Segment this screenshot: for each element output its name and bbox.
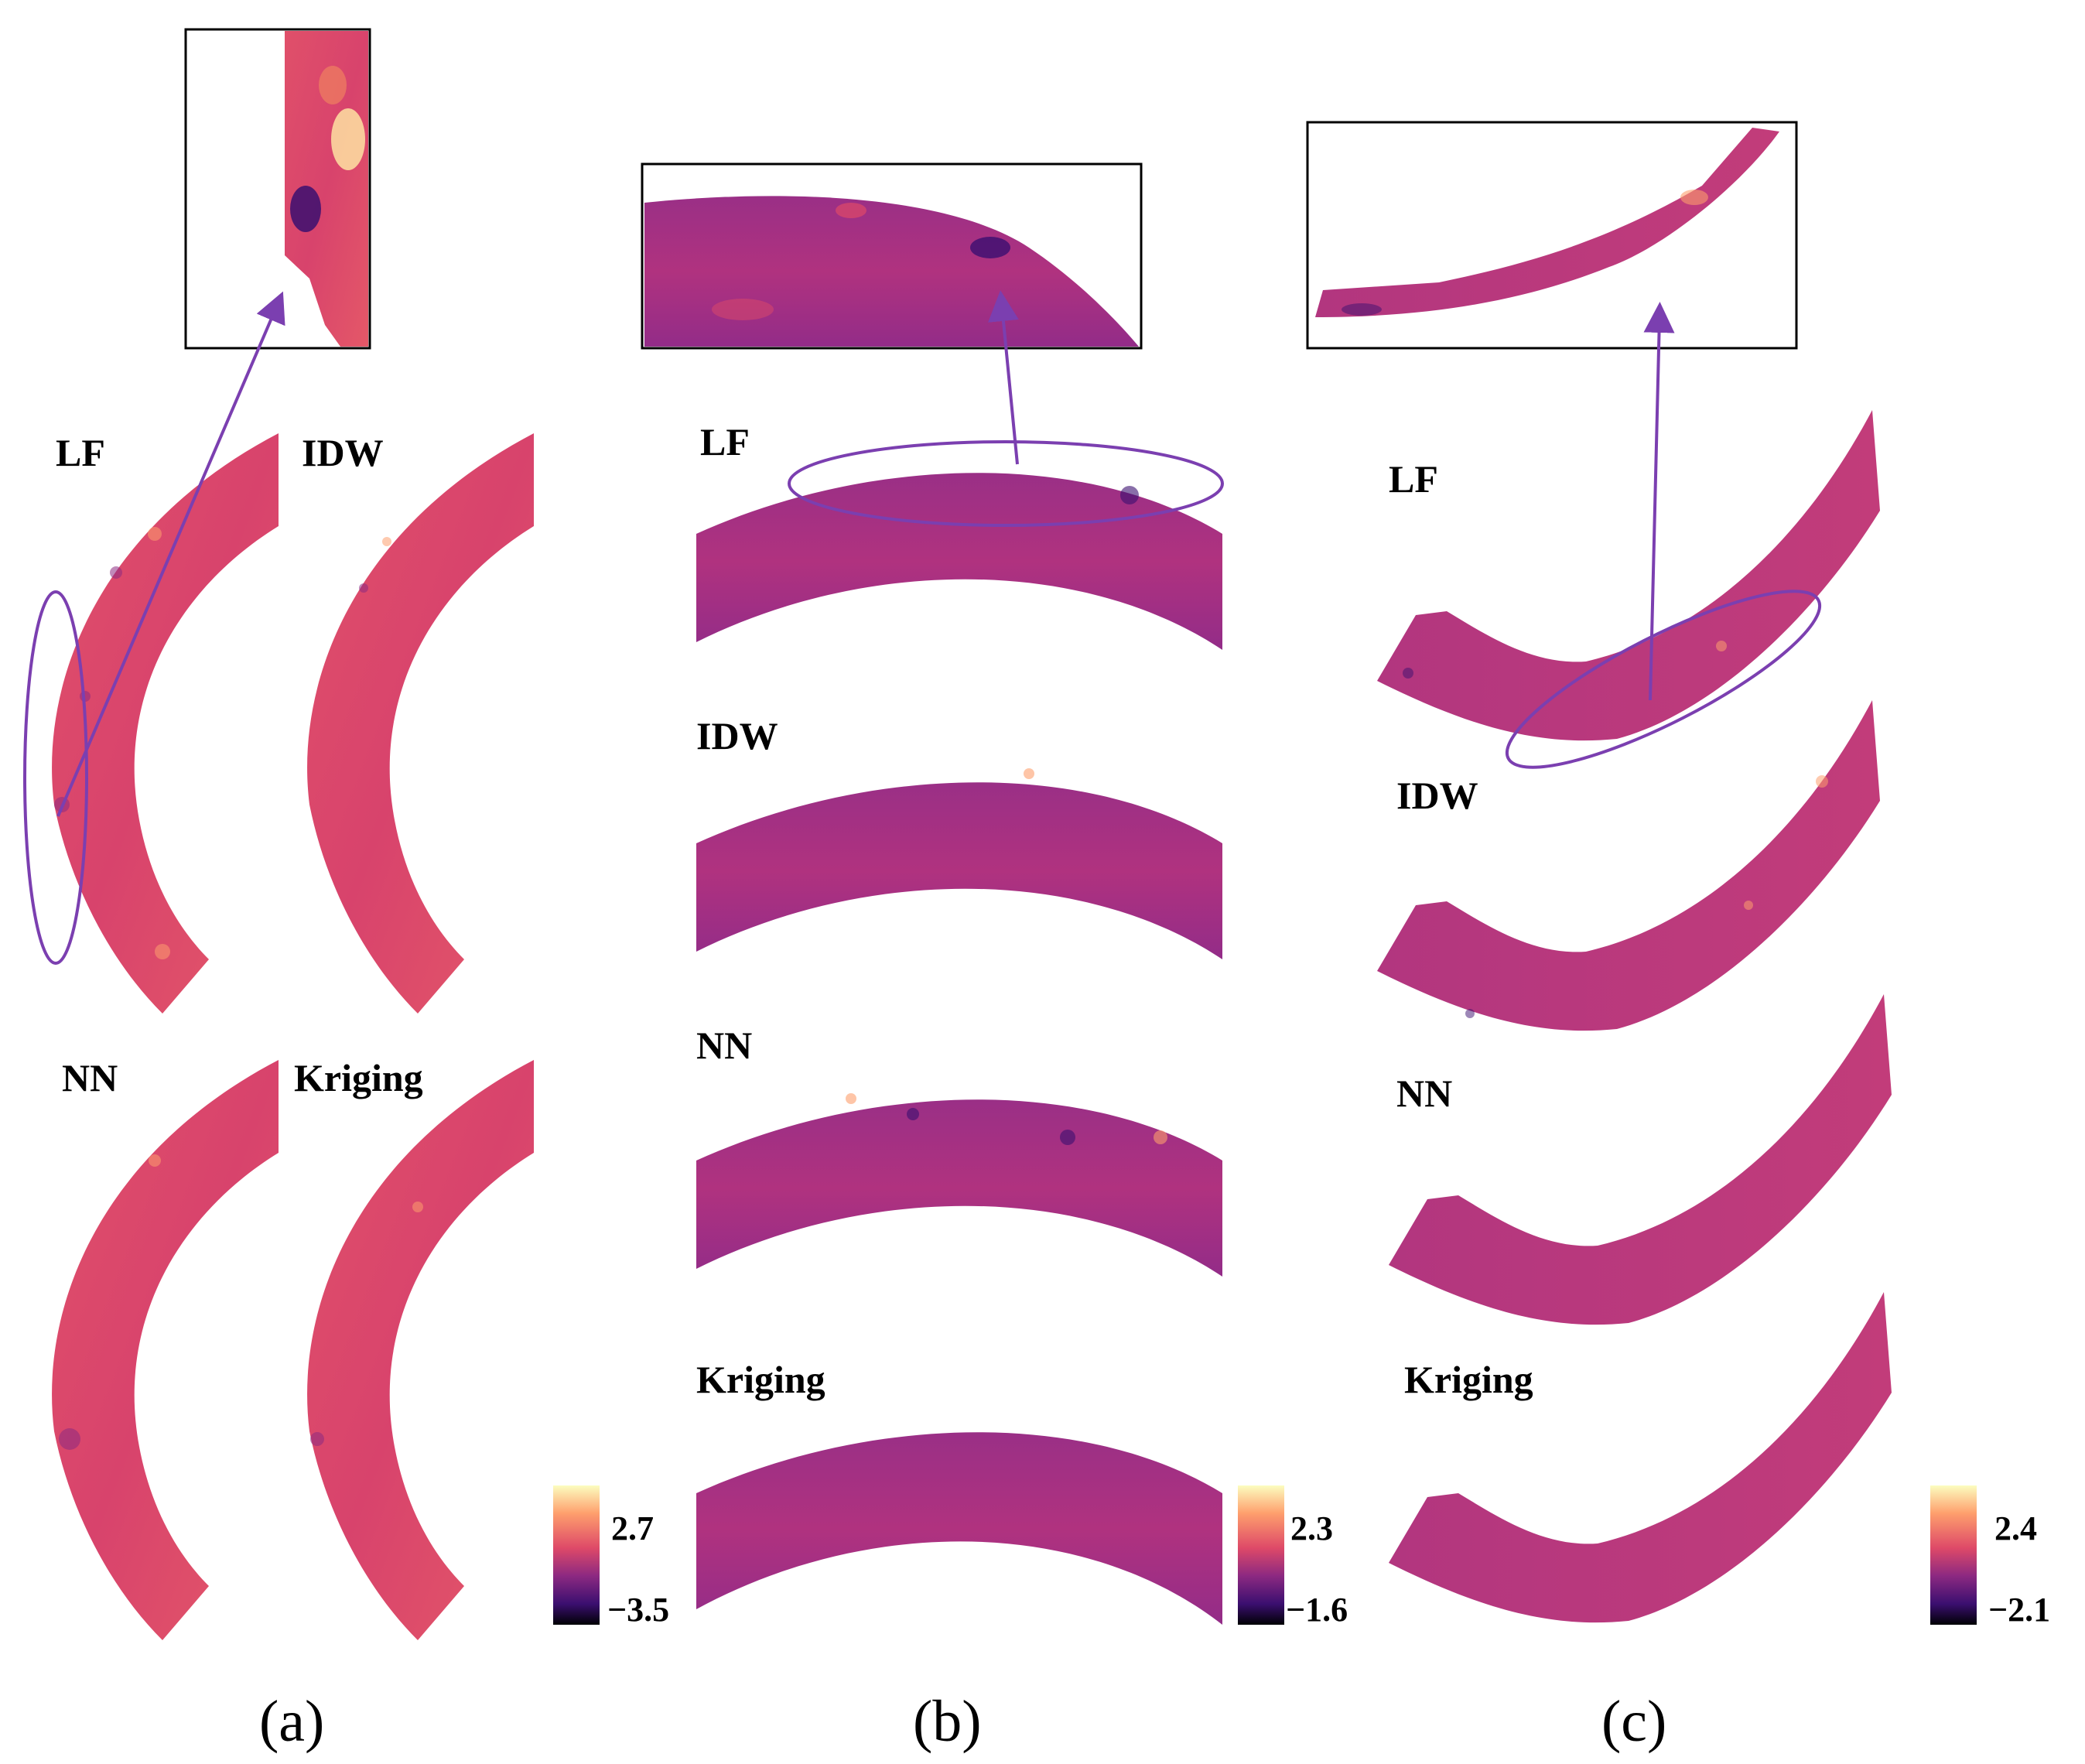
panel-b-field-kriging	[696, 1432, 1222, 1625]
panel-c-zoom-arrow	[1643, 302, 1675, 701]
panel-a-label-nn: NN	[62, 1056, 118, 1099]
panel-a-label-kriging: Kriging	[294, 1056, 423, 1099]
panel-b-field-idw	[696, 782, 1222, 959]
panel-c-label-idw: IDW	[1396, 774, 1478, 817]
panel-b-caption: (b)	[913, 1689, 982, 1754]
panel-c-field-lf	[1377, 410, 1880, 741]
panel-c-field-nn	[1389, 994, 1892, 1325]
panel-a-field-idw	[307, 433, 534, 1014]
panel-b-colorbar-min: −1.6	[1286, 1591, 1348, 1629]
panel-b-label-kriging: Kriging	[696, 1358, 825, 1401]
panel-c-label-kriging: Kriging	[1404, 1358, 1533, 1401]
panel-a-field-lf	[52, 433, 279, 1014]
panel-c-colorbar: 2.4 −2.1	[1930, 1485, 2050, 1629]
panel-b-field-nn	[696, 1099, 1222, 1277]
panel-c-field-idw	[1377, 700, 1880, 1031]
panel-c-colorbar-max: 2.4	[1994, 1509, 2037, 1547]
panel-b-colorbar-max: 2.3	[1290, 1509, 1333, 1547]
panel-a-label-lf: LF	[56, 431, 105, 474]
panel-a-zoom-arrow	[56, 291, 285, 817]
panel-a-caption: (a)	[259, 1689, 324, 1754]
panel-a-label-idw: IDW	[302, 431, 384, 474]
panel-a-colorbar-min: −3.5	[607, 1591, 669, 1629]
panel-a-field-nn	[52, 1060, 279, 1640]
panel-c-caption: (c)	[1601, 1689, 1666, 1754]
panel-c-field-kriging	[1389, 1292, 1892, 1623]
panel-c-label-nn: NN	[1396, 1072, 1452, 1115]
panel-c-zoom-inset	[1306, 121, 1798, 350]
panel-b-label-lf: LF	[700, 420, 750, 463]
panel-b-highlight-ellipse	[788, 440, 1224, 527]
panel-b-field-lf	[696, 473, 1222, 650]
panel-b-label-nn: NN	[696, 1024, 752, 1067]
panel-a-field-kriging	[307, 1060, 534, 1640]
panel-a: LF IDW NN Kriging 2.7 −3.5 (a)	[23, 28, 669, 1754]
panel-b-zoom-inset	[641, 162, 1143, 350]
panel-c-colorbar-min: −2.1	[1988, 1591, 2050, 1629]
panel-a-zoom-inset	[184, 28, 371, 350]
panel-c-label-lf: LF	[1389, 457, 1438, 501]
panel-b-zoom-arrow	[988, 290, 1019, 465]
panel-a-colorbar: 2.7 −3.5	[553, 1485, 669, 1629]
panel-b-colorbar: 2.3 −1.6	[1238, 1485, 1348, 1629]
panel-c-highlight-ellipse	[1505, 590, 1822, 769]
panel-b: LF IDW NN Kriging 2.3 −1.6 (b)	[641, 162, 1348, 1754]
panel-b-label-idw: IDW	[696, 714, 778, 757]
panel-a-highlight-ellipse	[23, 590, 88, 965]
panel-c: LF IDW NN Kriging 2.4 −2.1 (c)	[1306, 121, 2050, 1754]
panel-a-colorbar-max: 2.7	[611, 1509, 654, 1547]
